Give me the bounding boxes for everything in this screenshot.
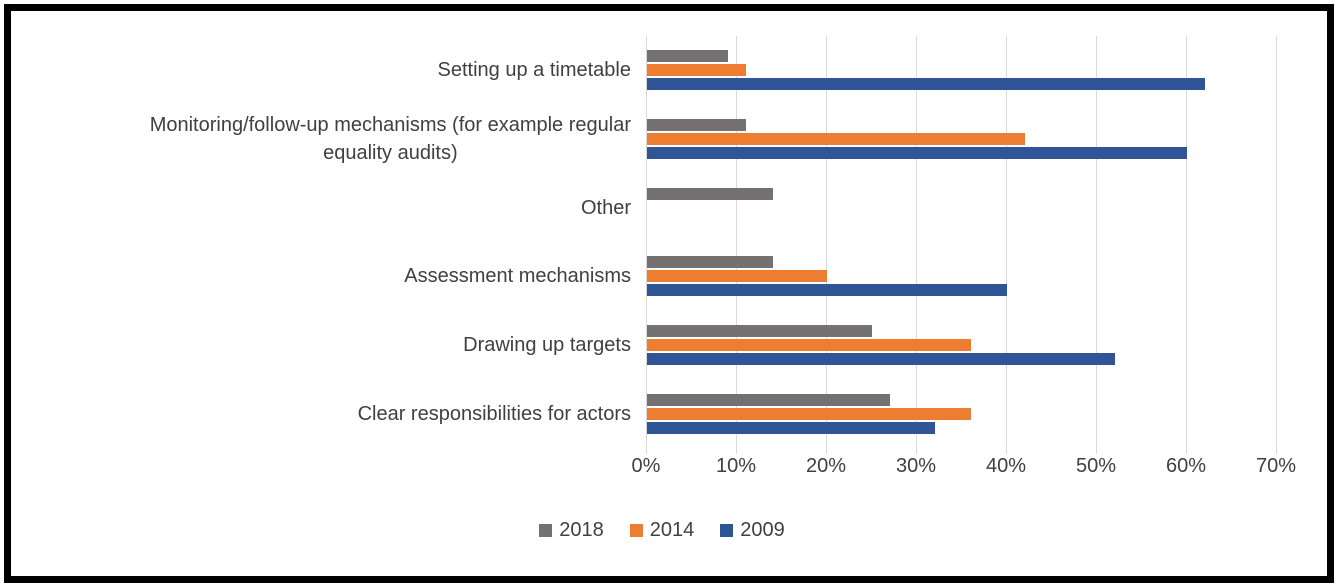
bar-group [647,242,1277,311]
axis-tick [1096,448,1097,454]
category-label-row: Setting up a timetable [21,36,631,105]
bar-2009 [647,78,1205,91]
bar-2014 [647,338,971,351]
chart-frame: Setting up a timetable Monitoring/follow-… [4,4,1334,583]
chart-area: Setting up a timetable Monitoring/follow-… [11,11,1313,562]
axis-tick [916,448,917,454]
x-tick-label: 20% [805,455,847,477]
legend-item-2018: 2018 [539,519,604,542]
gridline [646,36,647,448]
x-tick-label: 60% [1165,455,1207,477]
axis-tick [1186,448,1187,454]
gridline [1006,36,1007,448]
legend-item-2009: 2009 [720,519,785,542]
bar-2009 [647,284,1007,297]
category-label: Assessment mechanisms [404,265,631,288]
bar-2018 [647,50,728,63]
category-label: Other [580,196,631,219]
bar-2009 [647,146,1187,159]
category-label: Drawing up targets [463,333,631,356]
legend-item-2014: 2014 [629,519,695,542]
x-tick-label: 30% [895,455,937,477]
legend-swatch-2014 [629,524,643,537]
legend-label: 2014 [649,519,695,541]
category-label: Monitoring/follow-up mechanisms (for exa… [149,113,631,164]
gridline [1186,36,1187,448]
bar-group [647,311,1277,380]
category-label: Setting up a timetable [437,59,631,82]
bar-2018 [647,256,773,269]
category-label-row: Assessment mechanisms [21,242,631,311]
bar-2014 [647,132,1025,145]
axis-tick [1276,448,1277,454]
bar-2014 [647,270,827,283]
gridline [826,36,827,448]
plot-area [646,36,1277,454]
category-label-row: Drawing up targets [21,311,631,380]
bar-2014 [647,407,971,420]
category-label-row: Clear responsibilities for actors [21,379,631,448]
x-tick-label: 0% [631,455,661,477]
gridline [736,36,737,448]
legend-swatch-2018 [539,524,553,537]
x-tick-label: 70% [1255,455,1297,477]
bar-2014 [647,64,746,77]
x-tick-label: 40% [985,455,1027,477]
legend-label: 2009 [740,519,785,541]
x-tick-label: 10% [715,455,757,477]
bar-2009 [647,352,1115,365]
category-label-row: Other [21,173,631,242]
bar-2018 [647,187,773,200]
legend: 2018 2014 2009 [11,519,1313,542]
category-label-row: Monitoring/follow-up mechanisms (for exa… [21,105,631,174]
bar-2009 [647,421,935,434]
gridline [916,36,917,448]
bar-group [647,173,1277,242]
category-axis-labels: Setting up a timetable Monitoring/follow-… [21,36,631,448]
bar-2018 [647,324,872,337]
bar-group [647,379,1277,448]
bar-2018 [647,118,746,131]
x-tick-label: 50% [1075,455,1117,477]
axis-tick [826,448,827,454]
bar-group [647,105,1277,174]
gridline [1096,36,1097,448]
axis-tick [646,448,647,454]
value-axis: 0% 10% 20% 30% 40% 50% 60% 70% [632,455,1296,481]
legend-label: 2018 [559,519,604,541]
legend-swatch-2009 [720,524,734,537]
axis-tick [736,448,737,454]
category-label: Clear responsibilities for actors [357,402,631,425]
bar-2018 [647,393,890,406]
bar-group [647,36,1277,105]
gridline [1276,36,1277,448]
axis-tick [1006,448,1007,454]
